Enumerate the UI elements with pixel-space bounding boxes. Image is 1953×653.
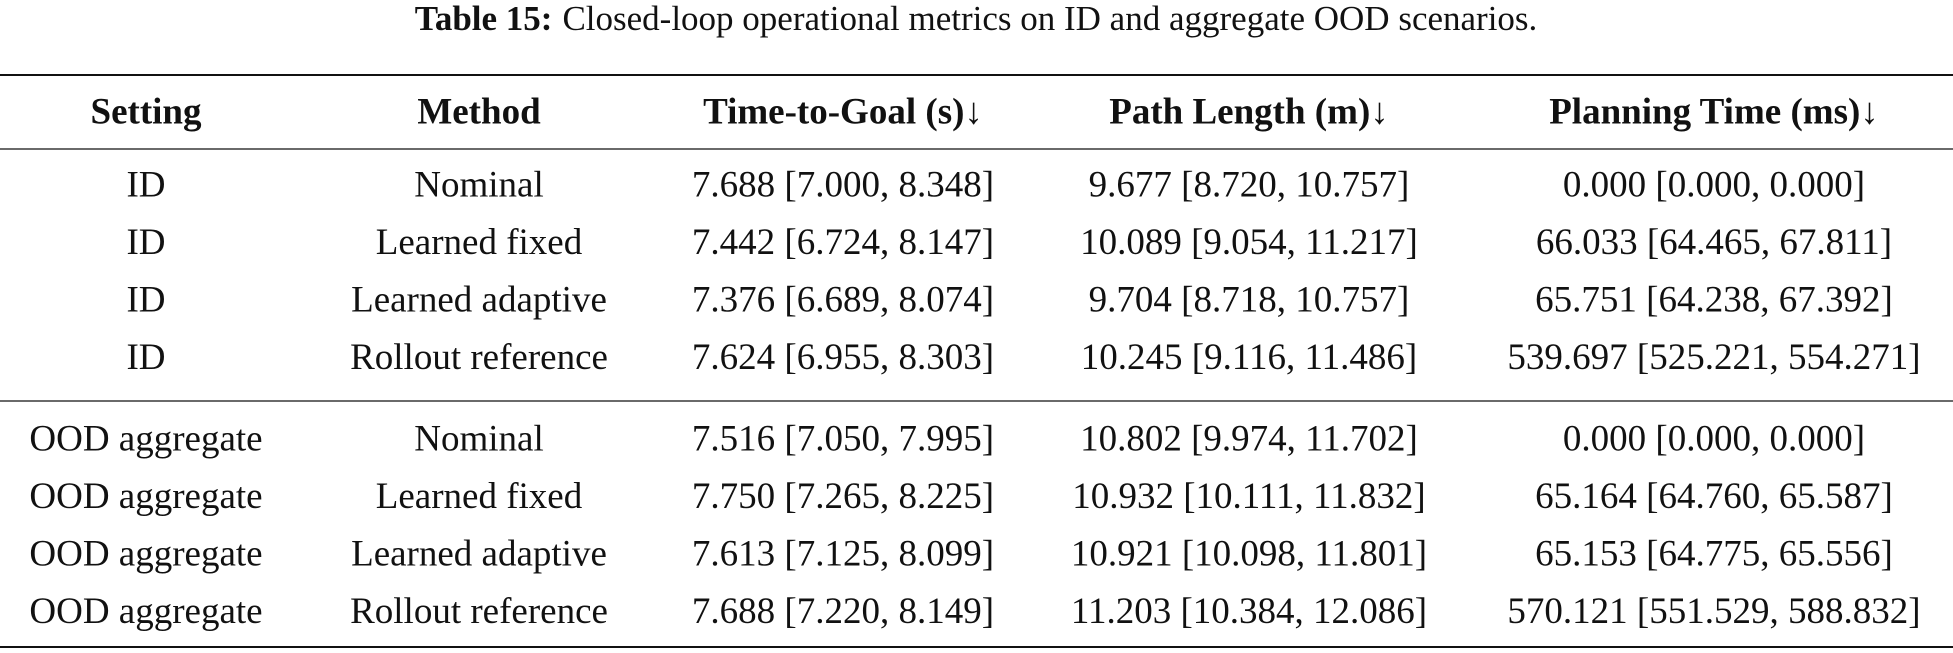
table-cell: 10.932 [10.111, 11.832] <box>1072 476 1426 517</box>
table-cell: ID <box>126 279 165 320</box>
table-cell: Learned fixed <box>376 476 583 517</box>
column-header: Setting <box>91 91 203 132</box>
table-cell: 0.000 [0.000, 0.000] <box>1563 418 1865 459</box>
table-cell: 65.153 [64.775, 65.556] <box>1535 533 1893 574</box>
table-cell: OOD aggregate <box>29 418 262 459</box>
table-cell: Learned adaptive <box>351 279 607 320</box>
table-cell: 7.613 [7.125, 8.099] <box>692 533 994 574</box>
table-cell: 65.751 [64.238, 67.392] <box>1535 279 1893 320</box>
table-cell: 11.203 [10.384, 12.086] <box>1071 591 1427 632</box>
table-cell: Nominal <box>414 418 543 459</box>
table-cell: OOD aggregate <box>29 533 262 574</box>
caption-label: Table 15: <box>415 0 553 38</box>
table-cell: 7.442 [6.724, 8.147] <box>692 222 994 263</box>
table-cell: 0.000 [0.000, 0.000] <box>1563 164 1865 205</box>
table-cell: OOD aggregate <box>29 591 262 632</box>
caption-text: Closed-loop operational metrics on ID an… <box>562 0 1537 38</box>
table-cell: 10.802 [9.974, 11.702] <box>1080 418 1418 459</box>
table-cell: 7.376 [6.689, 8.074] <box>692 279 994 320</box>
table-cell: Learned adaptive <box>351 533 607 574</box>
table-cell: Nominal <box>414 164 543 205</box>
table-cell: 570.121 [551.529, 588.832] <box>1507 591 1920 632</box>
column-header: Method <box>417 91 541 132</box>
table-cell: 10.089 [9.054, 11.217] <box>1080 222 1418 263</box>
table-cell: 7.516 [7.050, 7.995] <box>692 418 994 459</box>
table-cell: 66.033 [64.465, 67.811] <box>1536 222 1892 263</box>
table-cell: 7.688 [7.000, 8.348] <box>692 164 994 205</box>
table-cell: ID <box>126 337 165 378</box>
caption: Table 15: Closed-loop operational metrics… <box>415 0 1538 38</box>
table-cell: 7.688 [7.220, 8.149] <box>692 591 994 632</box>
table-cell: Learned fixed <box>376 222 583 263</box>
table-cell: 7.750 [7.265, 8.225] <box>692 476 994 517</box>
table-cell: Rollout reference <box>350 591 608 632</box>
table-cell: 9.704 [8.718, 10.757] <box>1089 279 1410 320</box>
table-cell: Rollout reference <box>350 337 608 378</box>
table-cell: ID <box>126 164 165 205</box>
table-cell: 9.677 [8.720, 10.757] <box>1089 164 1410 205</box>
table-cell: 10.245 [9.116, 11.486] <box>1081 337 1417 378</box>
table-cell: 65.164 [64.760, 65.587] <box>1535 476 1893 517</box>
table-cell: 539.697 [525.221, 554.271] <box>1507 337 1920 378</box>
column-header: Time-to-Goal (s)↓ <box>703 91 983 132</box>
table-cell: ID <box>126 222 165 263</box>
table-cell: 7.624 [6.955, 8.303] <box>692 337 994 378</box>
table-cell: OOD aggregate <box>29 476 262 517</box>
column-header: Planning Time (ms)↓ <box>1549 91 1879 132</box>
column-header: Path Length (m)↓ <box>1109 91 1389 132</box>
table-cell: 10.921 [10.098, 11.801] <box>1071 533 1427 574</box>
